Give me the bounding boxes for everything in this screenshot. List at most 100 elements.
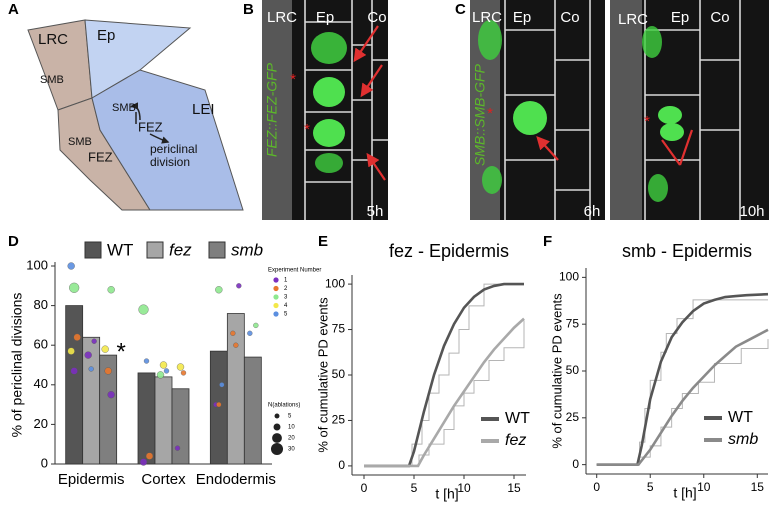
legend-label: 5 [284,312,288,318]
y-axis-label: % of periclinal divisions [9,293,25,438]
column-label: LRC [267,9,297,26]
asterisk: * [644,113,650,130]
y-tick-label: 0 [338,458,345,472]
legend-dot [273,285,279,292]
legend-label: 30 [288,447,295,453]
panel-label: C [455,1,466,18]
legend-size [272,433,282,443]
y-tick-label: 0 [41,455,48,470]
y-tick-label: 50 [332,367,346,381]
point [145,452,154,460]
gfp-nucleus [482,166,502,194]
column-label: LRC [472,9,502,26]
point [219,382,225,388]
legend-size [274,413,280,419]
point [159,361,168,369]
x-tick-label: 15 [507,481,521,495]
diagram-label: SMB [68,136,92,148]
point [67,262,75,270]
gfp-nucleus [658,106,682,124]
column-label: Co [560,9,579,26]
point [233,342,239,348]
point [138,304,149,315]
legend-label: WT [728,409,753,426]
y-tick-label: 25 [566,410,580,424]
point [163,368,170,374]
legend-label: fez [169,240,192,259]
arrow [130,102,141,121]
arrow [366,152,386,181]
x-tick-label: 10 [697,480,711,494]
gfp-nucleus [642,26,662,58]
point [84,351,92,359]
legend-label: 3 [284,295,288,301]
point [143,358,150,364]
point [247,330,253,336]
legend-label: 20 [288,436,295,442]
bar [137,372,156,465]
fit-line [364,282,524,468]
y-axis-label: % of cumulative PD events [549,293,564,449]
lrc-layer [262,0,292,220]
point [88,366,94,372]
x-tick-label: Epidermis [58,471,125,488]
x-tick-label: 10 [457,481,471,495]
legend-label: 5 [288,414,292,420]
legend-label: 4 [284,303,288,309]
step-line [596,339,769,466]
x-tick-label: Cortex [141,471,186,488]
y-tick-label: 100 [325,276,345,290]
point [107,286,115,294]
point [156,371,165,379]
fit-line [596,292,769,466]
cell-walls [644,0,741,220]
gfp-nucleus [313,119,345,147]
cell-walls [304,0,388,220]
legend-dot [273,294,279,300]
legend-dot [273,277,279,283]
x-tick-label: Endodermis [196,471,276,488]
point [67,347,75,355]
legend-swatch [84,241,102,259]
legend-swatch [146,241,164,259]
y-tick-label: 75 [566,316,580,330]
x-tick-label: 15 [751,480,765,494]
gfp-nucleus [313,77,345,107]
diagram-label: Ep [97,27,115,44]
time-label: 6h [584,203,601,220]
point [176,363,185,371]
panel-label: A [8,1,19,18]
diagram [27,19,244,211]
gfp-nucleus [660,123,684,141]
point [215,286,223,294]
fit-line [596,328,769,466]
arrow [536,136,559,161]
point [70,367,78,375]
x-tick-label: 5 [411,481,418,495]
legend-size [273,423,281,431]
y-tick-label: 50 [566,363,580,377]
chart-title: fez - Epidermis [389,241,509,261]
bar [226,313,245,465]
asterisk: * [304,121,310,138]
legend-title: Experiment Number [268,268,321,274]
gfp-nucleus [311,32,347,64]
bar [243,356,262,465]
time-label: 10h [739,203,764,220]
arrow [149,133,170,144]
point [69,282,80,293]
gfp-nucleus [478,20,502,60]
cell-walls [504,0,591,220]
y-tick-label: 25 [332,413,346,427]
legend-label: 1 [284,278,288,284]
micrographs [262,0,769,220]
diagram-label: division [150,155,190,169]
legend-label: smb [728,431,758,448]
diagram-label: FEZ [88,149,113,164]
bar [154,376,173,465]
lrc-layer [610,0,642,220]
panel-label: F [543,233,552,250]
column-label: Ep [513,9,531,26]
column-label: Ep [671,9,689,26]
